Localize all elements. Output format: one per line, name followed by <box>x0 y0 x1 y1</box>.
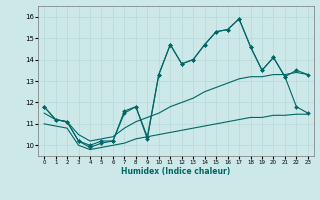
X-axis label: Humidex (Indice chaleur): Humidex (Indice chaleur) <box>121 167 231 176</box>
